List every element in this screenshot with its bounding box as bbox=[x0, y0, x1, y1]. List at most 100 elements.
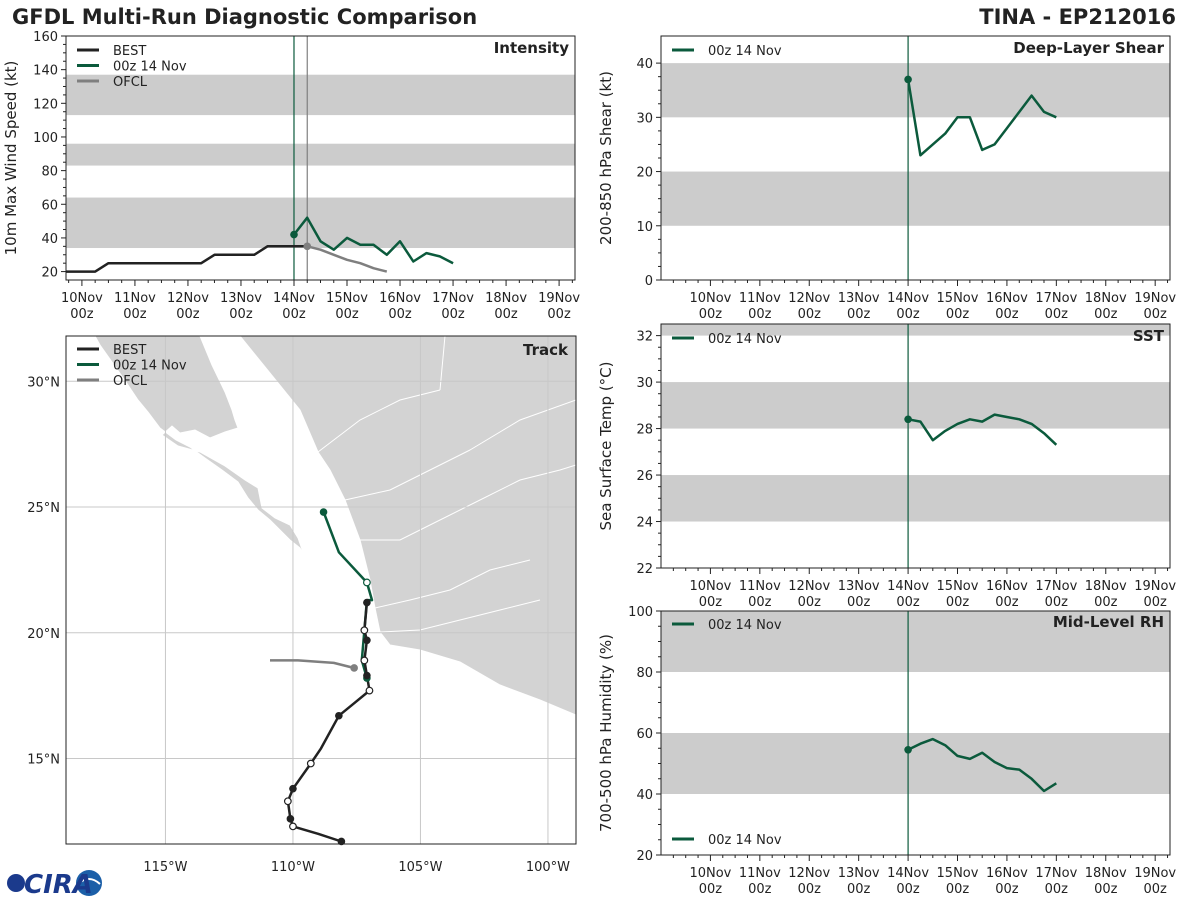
shear-x-tick-sublabel: 00z bbox=[798, 307, 822, 322]
intensity-y-tick-label: 140 bbox=[33, 64, 58, 79]
track-open-marker bbox=[289, 822, 297, 831]
rh-series-line bbox=[907, 737, 1057, 793]
sst-x-tick-label: 14Nov bbox=[887, 579, 929, 594]
intensity-x-tick-label: 15Nov bbox=[326, 291, 368, 306]
sst-x-tick-label: 18Nov bbox=[1085, 579, 1127, 594]
shear-x-tick-label: 15Nov bbox=[937, 291, 979, 306]
shear-x-tick-sublabel: 00z bbox=[946, 307, 970, 322]
rh-x-tick-label: 17Nov bbox=[1035, 866, 1077, 881]
sst-x-tick-sublabel: 00z bbox=[995, 595, 1019, 610]
rh-series-marker bbox=[904, 745, 912, 754]
sst-x-tick-sublabel: 00z bbox=[1094, 595, 1118, 610]
track-lon-label: 105°W bbox=[398, 860, 442, 875]
rh-shade-band bbox=[661, 611, 1170, 672]
shear-legend-label: 00z 14 Nov bbox=[708, 44, 782, 59]
intensity-y-tick-label: 60 bbox=[41, 198, 58, 213]
sst-x-tick-sublabel: 00z bbox=[1143, 595, 1167, 610]
sst-x-tick-label: 19Nov bbox=[1134, 579, 1176, 594]
logo-globe-icon bbox=[7, 874, 25, 892]
track-lon-label: 115°W bbox=[143, 860, 187, 875]
track-lat-label: 15°N bbox=[27, 752, 60, 767]
shear-y-axis-label: 200-850 hPa Shear (kt) bbox=[597, 71, 615, 245]
shear-x-tick-label: 12Nov bbox=[788, 291, 830, 306]
rh-y-tick-label: 20 bbox=[636, 849, 653, 864]
sst-x-tick-sublabel: 00z bbox=[699, 595, 723, 610]
sst-x-tick-label: 17Nov bbox=[1035, 579, 1077, 594]
sst-panel: 22242628303210Nov00z11Nov00z12Nov00z13No… bbox=[597, 323, 1176, 610]
track-filled-marker bbox=[350, 664, 358, 672]
rh-x-tick-label: 18Nov bbox=[1085, 866, 1127, 881]
sst-y-tick-label: 28 bbox=[636, 423, 653, 438]
track-series-line bbox=[270, 659, 355, 670]
track-filled-marker bbox=[335, 711, 343, 720]
sst-x-tick-sublabel: 00z bbox=[748, 595, 772, 610]
track-series bbox=[270, 508, 374, 846]
sst-x-tick-label: 15Nov bbox=[937, 579, 979, 594]
intensity-x-tick-sublabel: 00z bbox=[282, 307, 306, 322]
shear-frame bbox=[660, 35, 1171, 281]
shear-x-tick-sublabel: 00z bbox=[1094, 307, 1118, 322]
intensity-x-tick-label: 14Nov bbox=[273, 291, 315, 306]
shear-y-tick-label: 0 bbox=[645, 274, 653, 289]
rh-y-tick-label: 40 bbox=[636, 788, 653, 803]
intensity-legend-label: OFCL bbox=[113, 75, 148, 90]
sst-x-tick-label: 16Nov bbox=[986, 579, 1028, 594]
shear-x-tick-sublabel: 00z bbox=[1143, 307, 1167, 322]
intensity-x-tick-sublabel: 00z bbox=[229, 307, 253, 322]
rh-x-tick-sublabel: 00z bbox=[1143, 882, 1167, 897]
sst-y-tick-label: 30 bbox=[636, 376, 653, 391]
sst-x-tick-sublabel: 00z bbox=[798, 595, 822, 610]
sst-plot-area bbox=[661, 324, 1170, 568]
intensity-legend-label: BEST bbox=[113, 44, 146, 59]
rh-x-tick-sublabel: 00z bbox=[1045, 882, 1069, 897]
track-filled-marker bbox=[319, 508, 328, 516]
baja-peninsula bbox=[94, 336, 305, 556]
rh-x-tick-sublabel: 00z bbox=[1094, 882, 1118, 897]
intensity-series-line bbox=[306, 245, 388, 273]
rh-shade-band bbox=[661, 733, 1170, 794]
shear-x-tick-label: 13Nov bbox=[838, 291, 880, 306]
rh-x-tick-sublabel: 00z bbox=[847, 882, 871, 897]
intensity-x-tick-sublabel: 00z bbox=[441, 307, 465, 322]
shear-x-tick-sublabel: 00z bbox=[1045, 307, 1069, 322]
shear-x-tick-label: 17Nov bbox=[1035, 291, 1077, 306]
shear-y-tick-label: 40 bbox=[636, 57, 653, 72]
sst-y-axis-label: Sea Surface Temp (°C) bbox=[597, 361, 615, 530]
logo-text: CIRA bbox=[24, 870, 93, 900]
shear-x-tick-sublabel: 00z bbox=[847, 307, 871, 322]
rh-x-tick-label: 10Nov bbox=[689, 866, 731, 881]
rh-x-tick-sublabel: 00z bbox=[798, 882, 822, 897]
intensity-series-marker bbox=[303, 242, 312, 251]
track-lon-label: 110°W bbox=[271, 860, 315, 875]
intensity-y-tick-label: 120 bbox=[33, 97, 58, 112]
sst-x-tick-sublabel: 00z bbox=[896, 595, 920, 610]
intensity-x-tick-label: 17Nov bbox=[432, 291, 474, 306]
shear-x-tick-label: 16Nov bbox=[986, 291, 1028, 306]
intensity-x-tick-sublabel: 00z bbox=[123, 307, 147, 322]
intensity-x-tick-sublabel: 00z bbox=[335, 307, 359, 322]
rh-x-tick-label: 16Nov bbox=[986, 866, 1028, 881]
intensity-y-tick-label: 40 bbox=[41, 232, 58, 247]
track-filled-marker bbox=[337, 837, 346, 846]
sst-x-tick-label: 11Nov bbox=[739, 579, 781, 594]
track-lat-label: 25°N bbox=[27, 501, 60, 516]
rh-legend-label: 00z 14 Nov bbox=[708, 833, 782, 848]
page-title: GFDL Multi-Run Diagnostic Comparison bbox=[12, 5, 478, 29]
intensity-x-tick-sublabel: 00z bbox=[388, 307, 412, 322]
logo-satellite-icon bbox=[76, 870, 102, 896]
track-legend-label: OFCL bbox=[113, 374, 148, 389]
track-filled-marker bbox=[289, 784, 297, 793]
sst-x-tick-label: 13Nov bbox=[838, 579, 880, 594]
sst-panel-title: SST bbox=[1133, 327, 1165, 345]
intensity-y-tick-label: 80 bbox=[41, 165, 58, 180]
shear-panel: 01020304010Nov00z11Nov00z12Nov00z13Nov00… bbox=[597, 35, 1176, 322]
rh-x-tick-sublabel: 00z bbox=[995, 882, 1019, 897]
intensity-y-tick-label: 160 bbox=[33, 30, 58, 45]
track-legend-label: BEST bbox=[113, 343, 146, 358]
shear-panel-title: Deep-Layer Shear bbox=[1013, 39, 1164, 57]
rh-x-tick-sublabel: 00z bbox=[946, 882, 970, 897]
track-series-line bbox=[286, 602, 371, 843]
track-filled-marker bbox=[363, 636, 371, 645]
